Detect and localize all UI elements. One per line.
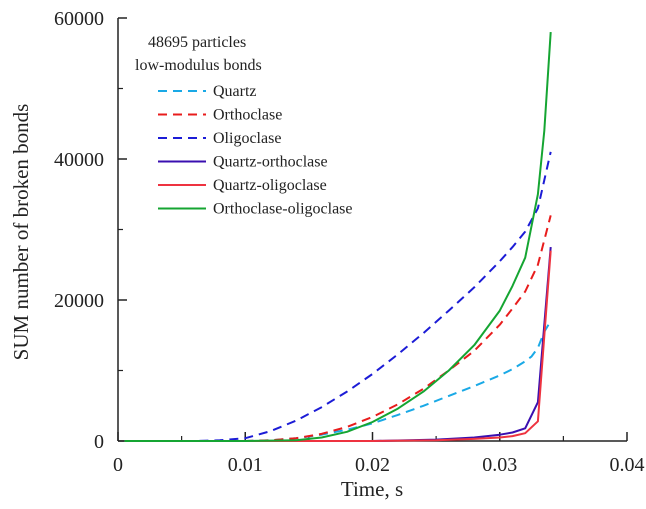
y-axis-title: SUM number of broken bonds bbox=[9, 104, 33, 361]
legend: 48695 particles low-modulus bonds Quartz… bbox=[135, 34, 353, 218]
legend-label-quartz-orthoclase: Quartz-orthoclase bbox=[213, 154, 328, 171]
legend-header-line-2: low-modulus bonds bbox=[135, 57, 262, 74]
y-tick-label: 40000 bbox=[54, 149, 104, 171]
series-line-quartz-orthoclase bbox=[124, 247, 552, 442]
legend-entries: Quartz Orthoclase Oligoclase Quartz-orthocl… bbox=[158, 83, 353, 218]
x-tick-label: 0.01 bbox=[228, 454, 263, 476]
x-tick-label: 0.02 bbox=[355, 454, 390, 476]
legend-label-quartz-oligoclase: Quartz-oligoclase bbox=[213, 177, 327, 194]
series-line-oligoclase bbox=[124, 151, 552, 442]
y-tick-label: 60000 bbox=[54, 8, 104, 30]
axes bbox=[117, 18, 627, 442]
x-tick-label: 0.03 bbox=[482, 454, 517, 476]
x-tick-label: 0.04 bbox=[610, 454, 645, 476]
legend-label-orthoclase: Orthoclase bbox=[213, 107, 282, 124]
ticks: 0 0.01 0.02 0.03 0.04 0 20000 40000 60000 bbox=[54, 8, 645, 476]
series-lines bbox=[124, 32, 552, 442]
legend-label-orthoclase-oligoclase: Orthoclase-oligoclase bbox=[213, 201, 353, 218]
x-tick-label: 0 bbox=[113, 454, 123, 476]
y-tick-label: 20000 bbox=[54, 290, 104, 312]
x-axis-title: Time, s bbox=[341, 477, 403, 501]
series-line-quartz-oligoclase bbox=[124, 250, 552, 442]
legend-label-oligoclase: Oligoclase bbox=[213, 130, 281, 147]
y-tick-label: 0 bbox=[94, 431, 104, 453]
series-line-orthoclase-oligoclase bbox=[124, 32, 552, 442]
legend-label-quartz: Quartz bbox=[213, 83, 257, 100]
series-line-quartz bbox=[124, 320, 552, 442]
legend-header-line-1: 48695 particles bbox=[148, 34, 246, 51]
